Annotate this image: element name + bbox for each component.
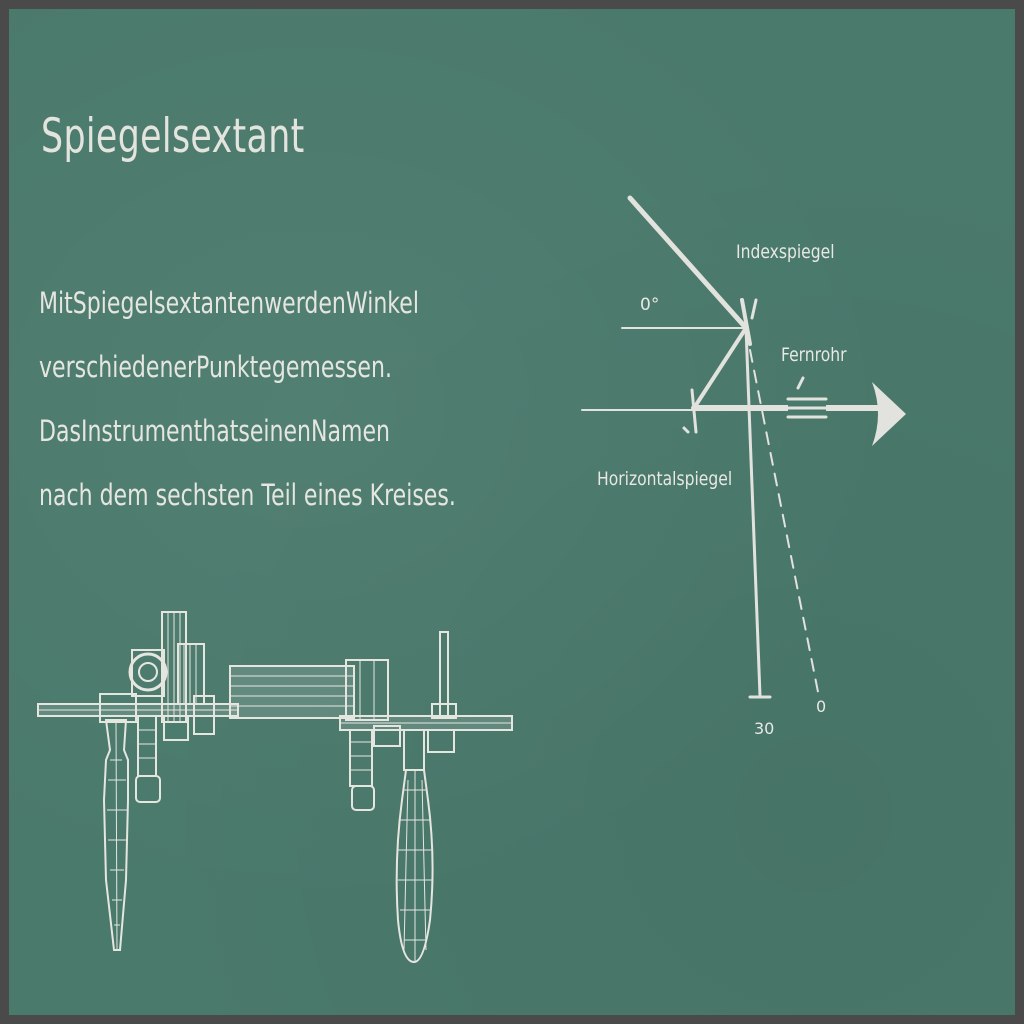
description-line: verschiedener Punkte gemessen. bbox=[39, 335, 423, 399]
incoming-ray-upper bbox=[627, 195, 749, 331]
description-word: Das bbox=[39, 414, 81, 448]
label-fernrohr: Fernrohr bbox=[781, 345, 847, 367]
description-word: verschiedener bbox=[39, 350, 197, 384]
page-title: Spiegelsextant bbox=[41, 109, 305, 164]
description-word: hat bbox=[202, 414, 239, 448]
description-line-text: Mit Spiegelsextanten werden Winkel bbox=[39, 286, 419, 320]
description-word: werden bbox=[264, 286, 346, 320]
chalkboard: Spiegelsextant Mit Spiegelsextanten werden… bbox=[9, 9, 1015, 1015]
label-scale-0: 0 bbox=[816, 697, 826, 716]
description-line: Das Instrument hat seinen Namen bbox=[39, 399, 423, 463]
description-text: Mit Spiegelsextanten werden Winkel verschied… bbox=[39, 271, 456, 527]
index-arm-dashed bbox=[749, 349, 819, 693]
label-horizontalspiegel: Horizontalspiegel bbox=[597, 469, 732, 491]
description-word: Mit bbox=[39, 286, 73, 320]
description-line: nach dem sechsten Teil eines Kreises. bbox=[39, 463, 456, 527]
description-line-text: nach dem sechsten Teil eines Kreises. bbox=[39, 478, 456, 512]
reflected-ray bbox=[692, 326, 748, 410]
label-angle-zero: 0° bbox=[640, 295, 659, 315]
optical-diagram bbox=[581, 195, 906, 699]
index-arm bbox=[744, 326, 762, 698]
description-word: Instrument bbox=[80, 414, 203, 448]
description-line-text: verschiedener Punkte gemessen. bbox=[39, 350, 392, 384]
description-word: Winkel bbox=[345, 286, 419, 320]
description-word: seinen bbox=[238, 414, 312, 448]
telescope-pointer bbox=[796, 376, 805, 390]
description-word: Namen bbox=[311, 414, 391, 448]
label-scale-30: 30 bbox=[754, 719, 774, 738]
sextant-drawing-left bbox=[37, 611, 239, 951]
horizon-mirror bbox=[690, 388, 698, 434]
description-line-text: Das Instrument hat seinen Namen bbox=[39, 414, 390, 448]
index-mirror-mark bbox=[750, 298, 758, 320]
description-word: Punkte bbox=[196, 350, 272, 384]
index-mirror bbox=[740, 298, 752, 346]
description-word: Spiegelsextanten bbox=[72, 286, 265, 320]
description-line: Mit Spiegelsextanten werden Winkel bbox=[39, 271, 423, 335]
sextant-drawing-right bbox=[229, 631, 513, 964]
description-word: gemessen. bbox=[271, 350, 392, 384]
label-indexspiegel: Indexspiegel bbox=[736, 242, 835, 264]
horizon-mirror-mark bbox=[682, 426, 690, 434]
arrow-head bbox=[872, 382, 906, 446]
